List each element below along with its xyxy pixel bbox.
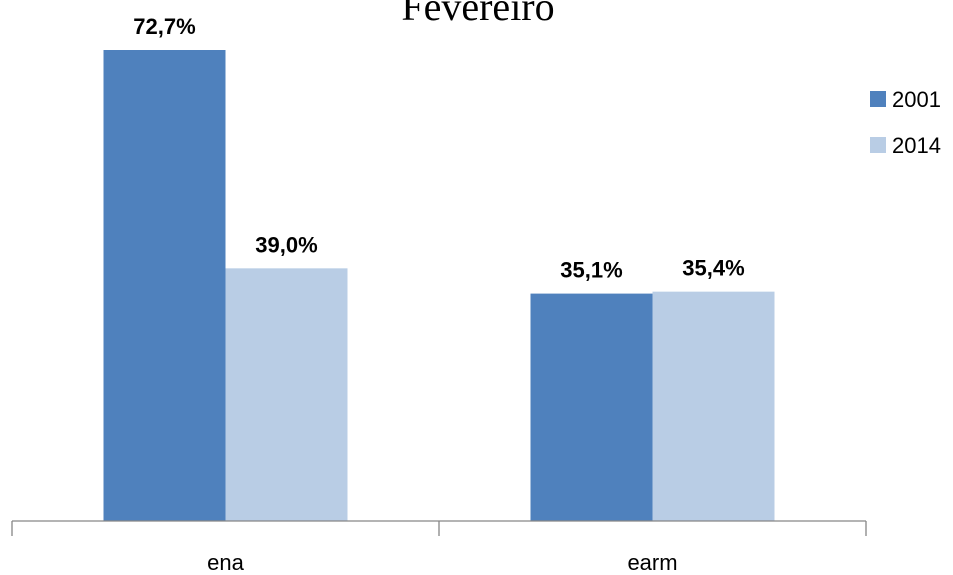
x-axis: ena earm xyxy=(11,520,867,575)
chart-title: Fevereiro xyxy=(401,0,554,29)
legend-label-2001: 2001 xyxy=(892,87,941,112)
legend-swatch-2001 xyxy=(870,91,886,107)
data-label-earm-2014: 35,4% xyxy=(682,256,744,281)
bar-ena-2001 xyxy=(103,50,226,521)
legend: 2001 2014 xyxy=(870,87,941,158)
bars-group xyxy=(103,50,775,521)
x-tick-label-earm: earm xyxy=(627,550,677,575)
data-label-ena-2001: 72,7% xyxy=(133,14,195,39)
data-label-ena-2014: 39,0% xyxy=(255,232,317,257)
x-tick-label-ena: ena xyxy=(207,550,244,575)
bar-earm-2001 xyxy=(530,293,653,521)
data-label-earm-2001: 35,1% xyxy=(560,258,622,283)
legend-swatch-2014 xyxy=(870,137,886,153)
bar-ena-2014 xyxy=(225,268,348,521)
data-labels-group: 72,7% 39,0% 35,1% 35,4% xyxy=(133,14,744,283)
bar-earm-2014 xyxy=(652,291,775,521)
legend-label-2014: 2014 xyxy=(892,133,941,158)
